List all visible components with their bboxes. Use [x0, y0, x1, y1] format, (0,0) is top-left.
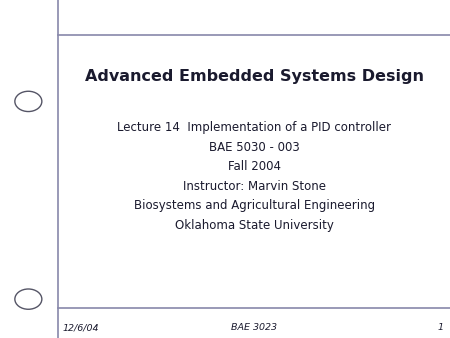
Text: BAE 3023: BAE 3023	[231, 323, 277, 332]
Circle shape	[15, 91, 42, 112]
Text: 1: 1	[437, 323, 443, 332]
Text: Advanced Embedded Systems Design: Advanced Embedded Systems Design	[85, 69, 424, 83]
Text: 12/6/04: 12/6/04	[63, 323, 99, 332]
Circle shape	[15, 289, 42, 309]
Text: Lecture 14  Implementation of a PID controller
BAE 5030 - 003
Fall 2004
Instruct: Lecture 14 Implementation of a PID contr…	[117, 121, 391, 232]
